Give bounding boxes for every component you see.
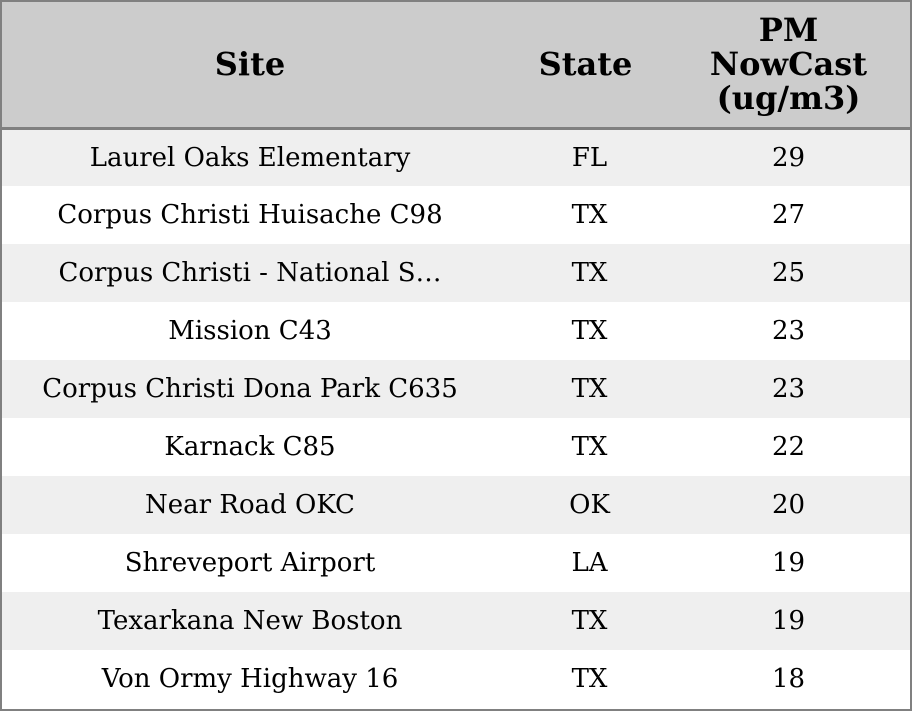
table-row: Mission C43 TX 23: [2, 302, 910, 360]
site-cell: Laurel Oaks Elementary: [89, 142, 411, 173]
site-cell: Karnack C85: [164, 432, 336, 462]
header-row: Site State PM NowCast (ug/m3): [2, 2, 910, 130]
site-cell: Corpus Christi - National S…: [58, 258, 442, 288]
pm-value-cell: 27: [771, 200, 806, 230]
site-cell: Texarkana New Boston: [97, 606, 403, 636]
table-row: Laurel Oaks Elementary FL 29: [2, 128, 910, 186]
pm-value-cell: 22: [771, 432, 806, 462]
pm-value-cell: 23: [771, 316, 806, 346]
state-cell: TX: [571, 258, 608, 288]
state-cell: TX: [571, 316, 608, 346]
state-cell: LA: [571, 548, 608, 578]
pm-value-cell: 25: [771, 258, 806, 288]
state-cell: TX: [571, 374, 608, 404]
table-body: Laurel Oaks Elementary FL 29 Corpus Chri…: [2, 128, 910, 708]
state-cell: OK: [569, 490, 610, 520]
pm-header-line: NowCast: [709, 45, 868, 84]
site-cell: Corpus Christi Dona Park C635: [42, 374, 458, 404]
column-header-site: Site: [2, 2, 498, 130]
pm-value-cell: 19: [771, 548, 806, 578]
pm-value-cell: 29: [771, 142, 806, 173]
table-row: Texarkana New Boston TX 19: [2, 592, 910, 650]
table-row: Near Road OKC OK 20: [2, 476, 910, 534]
table-header: Site State PM NowCast (ug/m3): [2, 2, 910, 130]
table-row: Shreveport Airport LA 19: [2, 534, 910, 592]
site-cell: Von Ormy Highway 16: [101, 664, 399, 694]
table-row: Corpus Christi - National S… TX 25: [2, 244, 910, 302]
site-cell: Mission C43: [168, 316, 332, 346]
pm-value-cell: 19: [771, 606, 806, 636]
pm-value-cell: 23: [771, 374, 806, 404]
state-cell: TX: [571, 432, 608, 462]
table-row: Von Ormy Highway 16 TX 18: [2, 650, 910, 708]
state-cell: TX: [571, 200, 608, 230]
table-row: Karnack C85 TX 22: [2, 418, 910, 476]
pm-header-line: PM: [758, 11, 819, 50]
state-cell: TX: [571, 664, 608, 694]
column-header-state: State: [498, 2, 673, 130]
pm-value-cell: 20: [771, 490, 806, 520]
site-cell: Shreveport Airport: [124, 548, 376, 578]
state-cell: TX: [571, 606, 608, 636]
site-cell: Near Road OKC: [145, 490, 355, 520]
table-row: Corpus Christi Huisache C98 TX 27: [2, 186, 910, 244]
table-row: Corpus Christi Dona Park C635 TX 23: [2, 360, 910, 418]
pm-value-cell: 18: [771, 664, 806, 694]
state-cell: FL: [571, 142, 608, 173]
pm-header-line: (ug/m3): [716, 79, 861, 118]
site-cell: Corpus Christi Huisache C98: [57, 200, 443, 230]
column-header-pm-nowcast: PM NowCast (ug/m3): [673, 2, 910, 130]
